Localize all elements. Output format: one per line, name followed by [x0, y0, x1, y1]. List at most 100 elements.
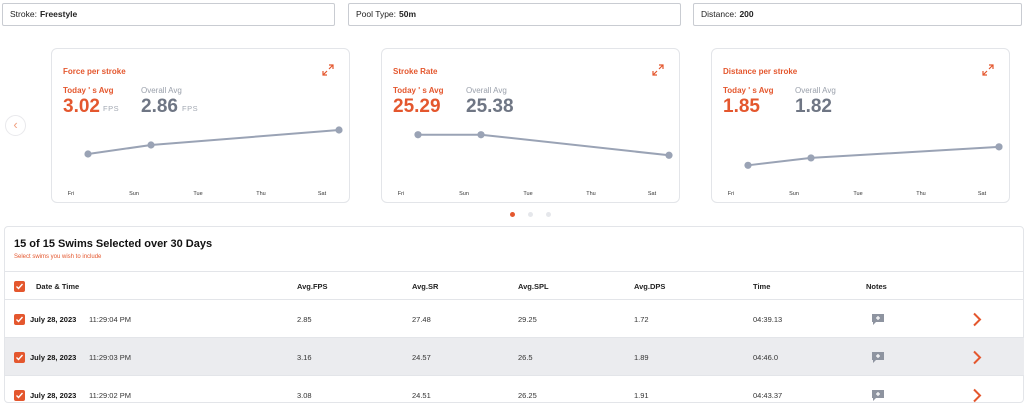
row-time: 11:29:04 PM: [89, 315, 131, 324]
sparkline-chart: [84, 126, 343, 158]
data-point[interactable]: [807, 154, 815, 162]
chevron-right-icon[interactable]: [972, 350, 982, 365]
col-date-time[interactable]: Date & Time: [36, 282, 80, 291]
table-row[interactable]: July 28, 2023 11:29:04 PM 2.85 27.48 29.…: [5, 300, 1024, 338]
today-avg-value: 25.29: [393, 96, 441, 117]
table-row[interactable]: July 28, 2023 11:29:03 PM 3.16 24.57 26.…: [5, 338, 1024, 376]
data-point[interactable]: [414, 131, 422, 139]
checkbox-checked-icon: [16, 316, 24, 323]
x-tick-label: Sun: [459, 191, 469, 197]
overall-avg-value: 2.86: [141, 96, 178, 117]
expand-icon[interactable]: [652, 64, 664, 76]
x-tick-label: Thu: [256, 191, 266, 197]
select-all-checkbox[interactable]: [14, 281, 25, 292]
row-avg-spl: 29.25: [518, 315, 537, 324]
row-duration: 04:43.37: [753, 391, 783, 400]
x-tick-label: Sat: [647, 191, 657, 197]
data-point[interactable]: [744, 161, 752, 169]
row-time: 11:29:02 PM: [89, 391, 131, 400]
x-tick-label: Sun: [129, 191, 139, 197]
card-title: Stroke Rate: [393, 67, 438, 76]
data-point[interactable]: [84, 150, 92, 158]
row-avg-spl: 26.5: [518, 353, 533, 362]
today-avg-value: 1.85: [723, 96, 760, 117]
stroke-filter-value: Freestyle: [39, 9, 78, 19]
pool-type-filter[interactable]: Pool Type: 50m: [348, 3, 681, 26]
row-avg-dps: 1.72: [634, 315, 649, 324]
today-avg-value: 3.02: [63, 96, 100, 117]
col-avg-fps[interactable]: Avg.FPS: [297, 282, 328, 291]
row-checkbox[interactable]: [14, 390, 25, 401]
row-checkbox[interactable]: [14, 314, 25, 325]
today-avg-unit: FPS: [103, 104, 120, 113]
overall-avg-unit: FPS: [182, 104, 199, 113]
add-note-icon[interactable]: [871, 389, 885, 401]
add-note-icon[interactable]: [871, 351, 885, 363]
row-avg-spl: 26.25: [518, 391, 537, 400]
data-point[interactable]: [665, 151, 673, 159]
row-avg-sr: 27.48: [412, 315, 431, 324]
stroke-rate-card: Stroke Rate Today ' s Avg Overall Avg 25…: [381, 48, 680, 203]
data-point[interactable]: [335, 126, 343, 134]
row-date: July 28, 2023: [30, 353, 77, 362]
row-avg-fps: 3.16: [297, 353, 312, 362]
row-avg-dps: 1.89: [634, 353, 649, 362]
col-time[interactable]: Time: [753, 282, 771, 291]
data-point[interactable]: [477, 131, 485, 139]
table-header: Date & Time Avg.FPS Avg.SR Avg.SPL Avg.D…: [5, 271, 1024, 300]
sparkline-chart: [414, 131, 673, 159]
row-avg-fps: 3.08: [297, 391, 312, 400]
checkbox-checked-icon: [16, 354, 24, 361]
data-point[interactable]: [147, 141, 155, 149]
expand-icon[interactable]: [322, 64, 334, 76]
card-title: Distance per stroke: [723, 67, 798, 76]
table-row[interactable]: July 28, 2023 11:29:02 PM 3.08 24.51 26.…: [5, 376, 1024, 403]
stroke-filter[interactable]: Stroke: Freestyle: [2, 3, 335, 26]
overall-avg-value: 25.38: [466, 96, 514, 117]
expand-icon[interactable]: [982, 64, 994, 76]
card-title: Force per stroke: [63, 67, 126, 76]
section-subtitle: Select swims you wish to include: [14, 254, 102, 260]
chevron-right-icon[interactable]: [972, 312, 982, 327]
distance-per-stroke-card: Distance per stroke Today ' s Avg Overal…: [711, 48, 1010, 203]
carousel-dot-1[interactable]: [510, 212, 515, 217]
data-point[interactable]: [995, 143, 1003, 151]
series-line: [87, 129, 340, 155]
distance-filter-label: Distance:: [701, 9, 737, 19]
row-avg-sr: 24.57: [412, 353, 431, 362]
row-date: July 28, 2023: [30, 315, 77, 324]
today-avg-label: Today ' s Avg: [723, 86, 774, 95]
x-tick-label: Tue: [853, 191, 863, 197]
stroke-filter-label: Stroke:: [10, 9, 37, 19]
x-tick-label: Sat: [977, 191, 987, 197]
row-avg-dps: 1.91: [634, 391, 649, 400]
force-per-stroke-card: Force per stroke Today ' s Avg Overall A…: [51, 48, 350, 203]
col-avg-sr[interactable]: Avg.SR: [412, 282, 439, 291]
chevron-right-icon[interactable]: [972, 388, 982, 403]
sparkline-chart: [744, 143, 1003, 169]
series-line: [747, 145, 1000, 167]
swims-table-section: 15 of 15 Swims Selected over 30 Days Sel…: [4, 226, 1024, 403]
series-line: [418, 133, 670, 157]
checkbox-checked-icon: [16, 392, 24, 399]
col-avg-spl[interactable]: Avg.SPL: [518, 282, 549, 291]
x-tick-label: Tue: [523, 191, 533, 197]
pool-type-filter-value: 50m: [399, 9, 417, 19]
row-avg-fps: 2.85: [297, 315, 312, 324]
x-tick-label: Thu: [586, 191, 596, 197]
x-tick-label: Sun: [789, 191, 799, 197]
overall-avg-label: Overall Avg: [466, 86, 507, 95]
carousel-dot-3[interactable]: [546, 212, 551, 217]
x-tick-label: Sat: [317, 191, 327, 197]
distance-filter[interactable]: Distance: 200: [693, 3, 1022, 26]
col-avg-dps[interactable]: Avg.DPS: [634, 282, 666, 291]
today-avg-label: Today ' s Avg: [393, 86, 444, 95]
distance-filter-value: 200: [739, 9, 754, 19]
carousel-prev-button[interactable]: ‹: [5, 115, 26, 136]
carousel-dot-2[interactable]: [528, 212, 533, 217]
overall-avg-label: Overall Avg: [141, 86, 182, 95]
checkbox-checked-icon: [16, 283, 24, 290]
today-avg-label: Today ' s Avg: [63, 86, 114, 95]
add-note-icon[interactable]: [871, 313, 885, 325]
row-checkbox[interactable]: [14, 352, 25, 363]
